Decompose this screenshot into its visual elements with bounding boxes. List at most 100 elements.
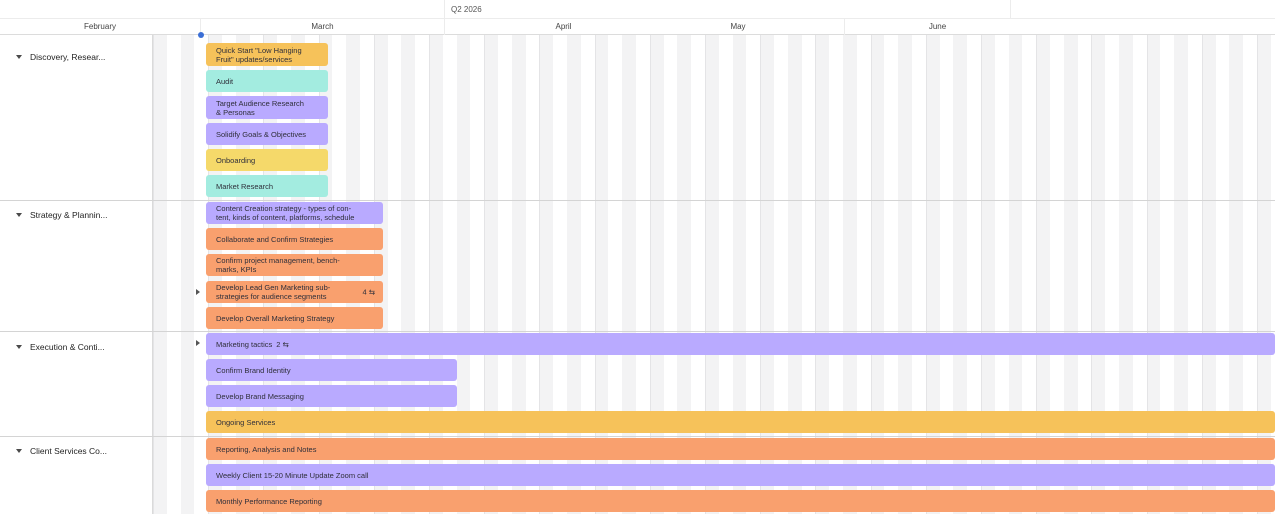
grid-week-line [484, 35, 486, 514]
grid-column-shade [732, 35, 747, 514]
task-bar[interactable]: Ongoing Services [206, 411, 1275, 433]
task-bar[interactable]: Reporting, Analysis and Notes [206, 438, 1275, 460]
task-bar[interactable]: Market Research [206, 175, 328, 197]
grid-week-line [981, 35, 982, 514]
quarter-label: Q2 2026 [444, 0, 1010, 19]
grid-week-line [1146, 35, 1148, 514]
task-label: Weekly Client 15-20 Minute Update Zoom c… [216, 470, 369, 480]
grid-week-line [760, 35, 762, 514]
task-bar[interactable]: Confirm Brand Identity [206, 359, 457, 381]
task-label: Develop Lead Gen Marketing sub- strategi… [216, 283, 331, 301]
grid-column-shade [153, 35, 167, 514]
task-label: Reporting, Analysis and Notes [216, 444, 317, 454]
grid-column-shade [677, 35, 692, 514]
grid-column-shade [898, 35, 912, 514]
task-label: Confirm Brand Identity [216, 365, 291, 375]
collapse-caret-icon[interactable] [16, 449, 22, 453]
grid-column-shade [925, 35, 940, 514]
task-bar[interactable]: Marketing tactics 2 ⇆ [206, 333, 1275, 355]
grid-week-line [815, 35, 817, 514]
task-bar[interactable]: Develop Lead Gen Marketing sub- strategi… [206, 281, 383, 303]
grid-column-shade [539, 35, 554, 514]
subtask-count-badge: 4 ⇆ [362, 287, 375, 297]
task-bar[interactable]: Audit [206, 70, 328, 92]
grid-week-line [870, 35, 872, 514]
grid-column-shade [180, 35, 195, 514]
group-execution[interactable]: Execution & Conti... [16, 342, 105, 352]
task-label: Content Creation strategy - types of con… [216, 204, 355, 222]
task-label: Develop Brand Messaging [216, 391, 304, 401]
task-label: Solidify Goals & Objectives [216, 129, 307, 139]
grid-column-shade [843, 35, 857, 514]
grid-week-line [429, 35, 430, 514]
grid-week-line [1091, 35, 1093, 514]
grid-column-shade [484, 35, 498, 514]
task-bar[interactable]: Collaborate and Confirm Strategies [206, 228, 383, 250]
grid-week-line [925, 35, 927, 514]
grid-column-shade [981, 35, 995, 514]
task-label: Ongoing Services [216, 417, 276, 427]
group-client-services[interactable]: Client Services Co... [16, 446, 107, 456]
task-bar[interactable]: Quick Start "Low Hanging Fruit" updates/… [206, 43, 328, 66]
group-strategy[interactable]: Strategy & Plannin... [16, 210, 108, 220]
task-bar[interactable]: Weekly Client 15-20 Minute Update Zoom c… [206, 464, 1275, 486]
today-marker [198, 32, 204, 38]
grid-week-line [594, 35, 596, 514]
grid-week-line [1201, 35, 1203, 514]
group-discovery[interactable]: Discovery, Resear... [16, 52, 105, 62]
grid-column-shade [1063, 35, 1078, 514]
group-label: Client Services Co... [30, 446, 107, 456]
grid-column-shade [1146, 35, 1161, 514]
task-bar[interactable]: Develop Brand Messaging [206, 385, 457, 407]
grid-column-shade [1091, 35, 1106, 514]
month-march: March [200, 19, 444, 35]
task-bar[interactable]: Target Audience Research & Personas [206, 96, 328, 119]
collapse-caret-icon[interactable] [16, 213, 22, 217]
grid-column-shade [705, 35, 719, 514]
task-label: Develop Overall Marketing Strategy [216, 313, 335, 323]
grid-column-shade [649, 35, 664, 514]
group-separator [0, 331, 1275, 332]
month-header: February March April May June [0, 19, 1275, 35]
task-label: Target Audience Research & Personas [216, 98, 304, 117]
grid-column-shade [622, 35, 636, 514]
quarter-header: Q2 2026 [0, 0, 1275, 19]
task-bar[interactable]: Content Creation strategy - types of con… [206, 202, 383, 224]
task-label: Collaborate and Confirm Strategies [216, 234, 334, 244]
task-bar[interactable]: Develop Overall Marketing Strategy [206, 307, 383, 329]
grid-column-shade [787, 35, 802, 514]
grid-column-shade [1257, 35, 1271, 514]
grid-column-shade [953, 35, 968, 514]
grid-column-shade [456, 35, 471, 514]
collapse-caret-icon[interactable] [16, 55, 22, 59]
task-label: Market Research [216, 181, 274, 191]
grid-column-shade [1229, 35, 1244, 514]
task-label: Audit [216, 76, 234, 86]
grid-column-shade [1119, 35, 1133, 514]
task-bar[interactable]: Onboarding [206, 149, 328, 171]
quarter-next-cell [1010, 0, 1275, 19]
task-bar[interactable]: Solidify Goals & Objectives [206, 123, 328, 145]
task-label: Quick Start "Low Hanging Fruit" updates/… [216, 45, 302, 64]
grid-column-shade [870, 35, 885, 514]
task-bar[interactable]: Monthly Performance Reporting [206, 490, 1275, 512]
grid-column-shade [1008, 35, 1023, 514]
expand-subtasks-icon[interactable] [196, 289, 200, 295]
month-february: February [83, 22, 116, 31]
grid-week-line [649, 35, 651, 514]
subtask-count-badge: 2 ⇆ [276, 339, 289, 349]
grid-column-shade [1036, 35, 1050, 514]
grid-column-shade [1174, 35, 1188, 514]
month-april: April [444, 19, 682, 35]
grid-column-shade [594, 35, 609, 514]
expand-subtasks-icon[interactable] [196, 340, 200, 346]
grid-column-shade [511, 35, 526, 514]
month-june: June [844, 19, 1030, 35]
task-label: Onboarding [216, 155, 256, 165]
group-label: Discovery, Resear... [30, 52, 106, 62]
task-label: Confirm project management, bench- marks… [216, 256, 340, 274]
task-label: Monthly Performance Reporting [216, 496, 322, 506]
collapse-caret-icon[interactable] [16, 345, 22, 349]
task-bar[interactable]: Confirm project management, bench- marks… [206, 254, 383, 276]
